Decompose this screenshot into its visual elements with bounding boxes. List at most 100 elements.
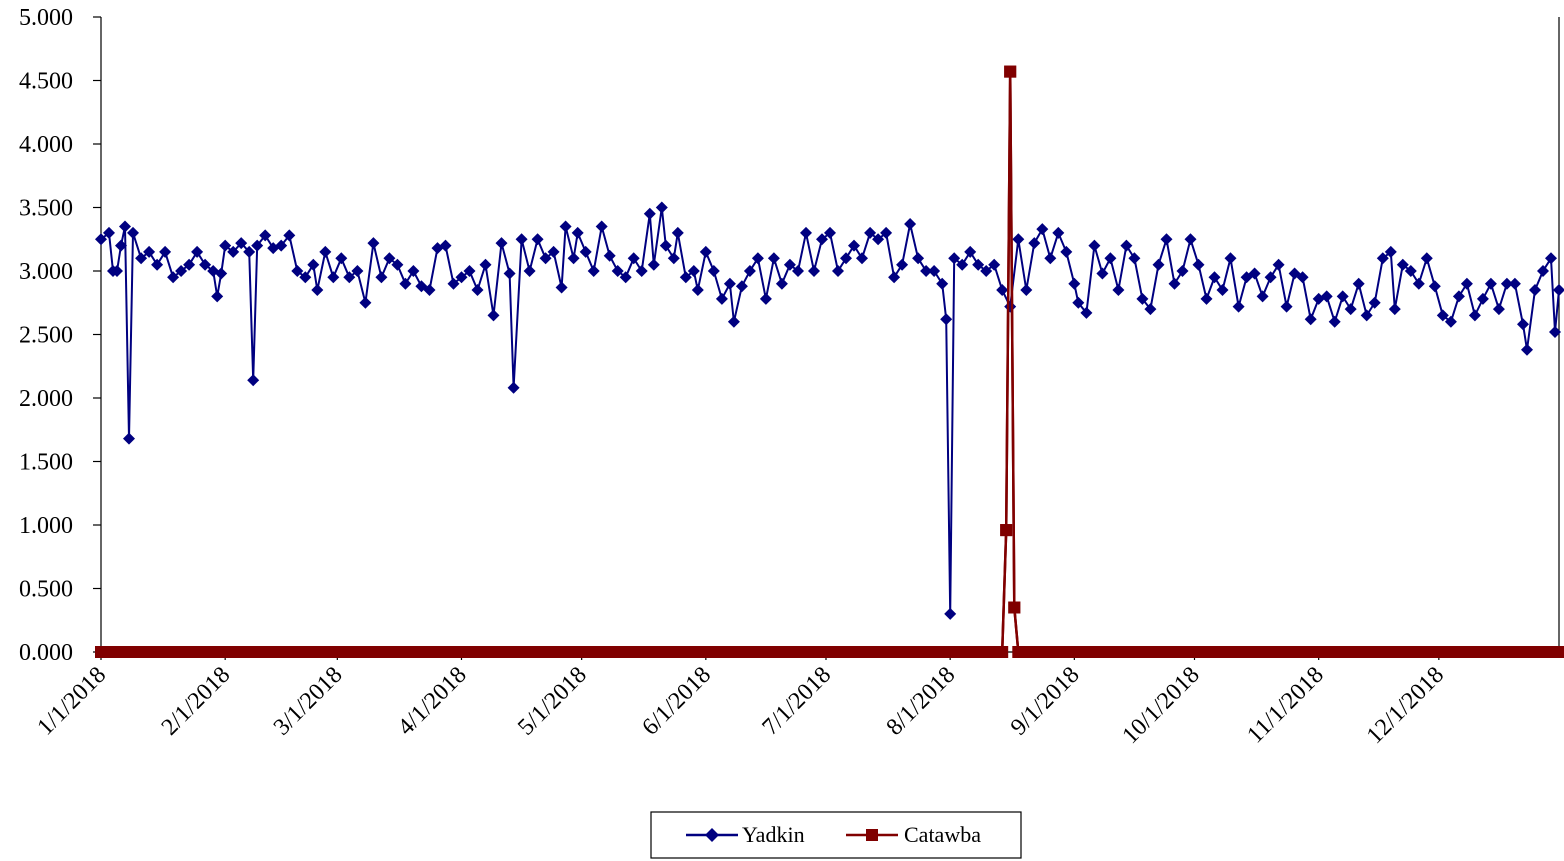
yadkin-point xyxy=(291,265,304,277)
yadkin-point xyxy=(655,201,668,214)
yadkin-point xyxy=(767,252,780,265)
yadkin-point xyxy=(327,271,340,284)
yadkin-point xyxy=(579,245,592,258)
yadkin-point xyxy=(707,265,720,277)
yadkin-point xyxy=(1152,258,1165,271)
yadkin-point xyxy=(647,258,660,271)
y-tick-label: 1.000 xyxy=(19,513,73,539)
yadkin-point xyxy=(988,258,1001,271)
yadkin-point xyxy=(1360,309,1373,322)
yadkin-point xyxy=(367,237,380,250)
yadkin-point xyxy=(1336,290,1349,303)
yadkin-point xyxy=(587,265,600,277)
yadkin-point xyxy=(123,432,135,445)
yadkin-point xyxy=(487,309,500,322)
yadkin-point xyxy=(775,277,788,290)
yadkin-point xyxy=(904,218,917,230)
yadkin-point xyxy=(727,315,740,328)
yadkin-point xyxy=(1200,292,1213,305)
yadkin-point xyxy=(679,271,692,284)
yadkin-point xyxy=(643,207,656,220)
yadkin-point xyxy=(119,220,131,233)
x-tick-label: 5/1/2018 xyxy=(513,662,592,741)
yadkin-point xyxy=(687,265,700,277)
yadkin-line xyxy=(100,207,1560,614)
yadkin-point xyxy=(283,229,296,242)
legend: Yadkin Catawba xyxy=(650,811,1022,859)
yadkin-point xyxy=(743,265,756,277)
yadkin-point xyxy=(375,271,388,284)
catawba-line xyxy=(101,71,1559,654)
yadkin-point xyxy=(455,271,468,284)
yadkin-point xyxy=(275,239,288,252)
yadkin-point xyxy=(888,271,901,284)
yadkin-point xyxy=(159,245,172,258)
yadkin-point xyxy=(1012,233,1025,246)
yadkin-point xyxy=(948,252,961,265)
legend-catawba-label: Catawba xyxy=(904,822,981,847)
y-axis: 0.000 0.500 1.000 1.500 2.000 2.500 3.000 3.500… xyxy=(19,5,102,666)
yadkin-point xyxy=(1404,265,1417,277)
yadkin-point xyxy=(1144,303,1157,316)
yadkin-point xyxy=(383,252,396,265)
yadkin-point xyxy=(1384,245,1397,258)
yadkin-point xyxy=(671,226,684,239)
yadkin-point xyxy=(1328,315,1341,328)
yadkin-point xyxy=(111,265,123,277)
yadkin-point xyxy=(1036,223,1049,236)
yadkin-point xyxy=(1216,284,1229,296)
yadkin-point xyxy=(1208,271,1221,284)
yadkin-point xyxy=(439,239,452,252)
y-tick-label: 4.500 xyxy=(19,69,73,95)
yadkin-point xyxy=(611,265,624,277)
yadkin-point xyxy=(531,233,544,246)
yadkin-point xyxy=(1248,267,1261,280)
yadkin-point xyxy=(896,258,909,271)
yadkin-point xyxy=(723,277,736,290)
yadkin-point xyxy=(135,252,148,265)
yadkin-point xyxy=(479,258,492,271)
yadkin-point xyxy=(880,226,893,239)
x-tick-label: 2/1/2018 xyxy=(157,662,236,741)
yadkin-point xyxy=(1280,300,1293,313)
catawba-spike-point xyxy=(1004,65,1017,78)
yadkin-point xyxy=(447,277,460,290)
yadkin-point xyxy=(848,239,860,252)
yadkin-point xyxy=(1020,284,1033,296)
yadkin-point xyxy=(956,258,969,271)
yadkin-point xyxy=(996,284,1009,296)
series-layer xyxy=(95,65,1564,658)
x-tick-label: 8/1/2018 xyxy=(882,662,961,741)
x-tick-label: 7/1/2018 xyxy=(758,662,837,741)
yadkin-point xyxy=(1428,280,1441,293)
yadkin-point xyxy=(539,252,552,265)
y-tick-label: 4.000 xyxy=(19,132,73,158)
yadkin-point xyxy=(1176,265,1189,277)
yadkin-point xyxy=(567,252,580,265)
yadkin-point xyxy=(595,220,608,233)
yadkin-point xyxy=(103,226,115,239)
yadkin-point xyxy=(243,245,256,258)
yadkin-point xyxy=(1468,309,1481,322)
x-tick-label: 1/1/2018 xyxy=(33,662,112,741)
yadkin-point xyxy=(1344,303,1357,316)
yadkin-point xyxy=(1088,239,1101,252)
y-tick-label: 1.500 xyxy=(19,450,73,476)
yadkin-point xyxy=(944,607,957,620)
yadkin-point xyxy=(407,265,420,277)
yadkin-point xyxy=(1232,300,1245,313)
yadkin-point xyxy=(872,233,885,246)
yadkin-point xyxy=(1500,277,1513,290)
yadkin-point xyxy=(571,226,584,239)
catawba-spike-point xyxy=(1008,601,1021,614)
yadkin-point xyxy=(1112,284,1125,296)
y-tick-label: 3.000 xyxy=(19,259,73,285)
yadkin-point xyxy=(1096,267,1109,280)
yadkin-point xyxy=(936,277,949,290)
yadkin-point xyxy=(1168,277,1181,290)
yadkin-point xyxy=(1044,252,1057,265)
yadkin-point xyxy=(1068,277,1081,290)
yadkin-point xyxy=(175,265,188,277)
yadkin-point xyxy=(259,229,272,242)
